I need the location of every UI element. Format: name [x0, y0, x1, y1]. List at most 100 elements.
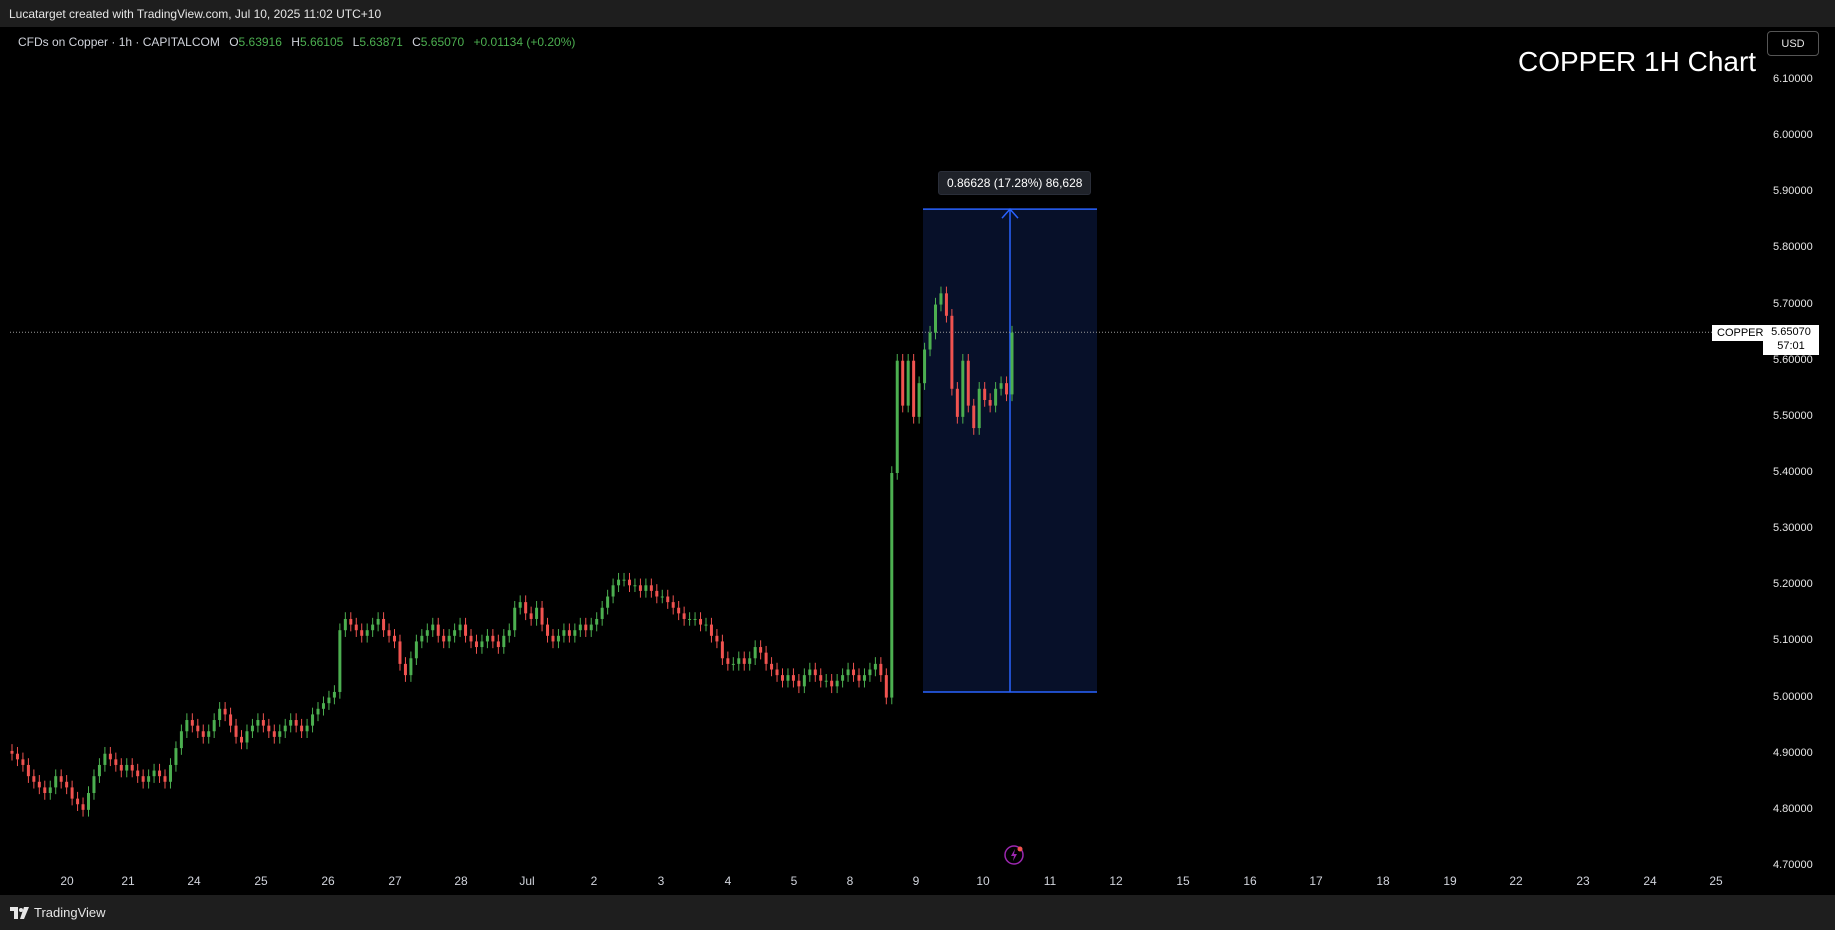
candle-body: [97, 764, 101, 777]
candle-body: [556, 635, 560, 642]
candle-body: [895, 360, 899, 473]
time-axis-label: 3: [657, 874, 665, 888]
candle-body: [48, 787, 52, 794]
candle-body: [666, 596, 670, 603]
currency-button[interactable]: USD: [1767, 31, 1819, 56]
candle-body: [250, 725, 254, 732]
candle-body: [835, 680, 839, 687]
candle-body: [502, 635, 506, 648]
candle-body: [469, 635, 473, 642]
candle-body: [114, 759, 118, 765]
candle-body: [272, 731, 276, 737]
candle-body: [376, 618, 380, 625]
candle-body: [617, 579, 621, 586]
candle-body: [573, 630, 577, 636]
candle-body: [289, 720, 293, 726]
lightning-alert-icon: [1004, 845, 1024, 865]
time-axis-label: 2: [590, 874, 598, 888]
candle-body: [622, 579, 626, 581]
price-axis-label: 6.10000: [1773, 73, 1813, 85]
candle-body: [972, 405, 976, 429]
candle-body: [54, 776, 58, 788]
candle-body: [414, 641, 418, 659]
candle-body: [644, 585, 648, 591]
time-axis-label: Jul: [519, 874, 535, 888]
time-axis-label: 15: [1176, 874, 1190, 888]
candle-body: [480, 641, 484, 648]
candle-body: [343, 618, 347, 631]
candle-body: [81, 804, 85, 810]
change-value: +0.01134 (+0.20%): [473, 35, 576, 49]
candle-body: [578, 624, 582, 631]
price-axis-label: 5.70000: [1773, 297, 1813, 310]
candle-body: [819, 675, 823, 681]
candle-body: [496, 641, 500, 648]
low-value: 5.63871: [359, 35, 403, 49]
candle-body: [852, 669, 856, 676]
candle-body: [606, 596, 610, 608]
candle-body: [327, 697, 331, 704]
candle-body: [649, 585, 653, 591]
candle-body: [709, 624, 713, 636]
close-value: 5.65070: [420, 35, 465, 49]
candle-body: [474, 641, 478, 648]
candle-body: [10, 750, 14, 754]
candle-body: [371, 624, 375, 631]
candle-body: [32, 776, 36, 782]
candle-body: [458, 624, 462, 631]
candle-body: [862, 675, 866, 681]
tradingview-brand[interactable]: TradingView: [10, 905, 106, 920]
candle-body: [311, 714, 315, 726]
last-price-value: 5.65070: [1771, 326, 1811, 338]
price-axis-label: 4.80000: [1773, 802, 1813, 815]
candle-body: [26, 764, 30, 777]
candle-body: [190, 720, 194, 726]
candle-body: [229, 714, 233, 726]
price-axis-label: 5.00000: [1773, 690, 1813, 703]
candle-body: [360, 630, 364, 636]
candle-body: [912, 360, 916, 417]
chart-title-text[interactable]: COPPER 1H Chart: [1518, 46, 1757, 77]
candle-body: [108, 753, 112, 760]
alert-button[interactable]: [1003, 844, 1025, 866]
candle-body: [977, 388, 981, 429]
price-axis-label: 5.50000: [1773, 409, 1813, 422]
price-axis-label: 5.40000: [1773, 466, 1813, 478]
measure-arrow-head: [1001, 208, 1019, 219]
candle-body: [43, 787, 47, 794]
candle-body: [201, 731, 205, 737]
candle-body: [425, 630, 429, 636]
candle-body: [436, 624, 440, 636]
candle-body: [731, 663, 735, 665]
candle-body: [196, 725, 200, 732]
price-range-measure[interactable]: [923, 208, 1097, 693]
time-axis-label: 10: [976, 874, 990, 888]
candle-body: [59, 776, 63, 782]
candle-body: [513, 607, 517, 631]
price-axis-label: 5.90000: [1773, 185, 1813, 198]
candle-body: [901, 360, 905, 406]
chart-pane[interactable]: [10, 27, 1825, 895]
candle-body: [890, 473, 894, 698]
candle-body: [857, 675, 861, 681]
last-price-tag: 5.65070 57:01: [1763, 325, 1819, 355]
close-label: C: [412, 35, 421, 49]
candle-body: [546, 624, 550, 636]
candle-body: [103, 753, 107, 765]
candle-body: [944, 293, 948, 316]
candle-body: [147, 776, 151, 782]
candle-body: [15, 753, 19, 760]
tradingview-logo-icon: [10, 906, 29, 919]
candle-body: [267, 725, 271, 732]
candle-body: [759, 647, 763, 653]
candle-body: [966, 360, 970, 406]
measure-label: 0.86628 (17.28%) 86,628: [938, 171, 1092, 195]
candle-body: [688, 618, 692, 620]
candle-body: [409, 658, 413, 676]
candle-body: [125, 764, 129, 771]
candle-body: [633, 585, 637, 587]
symbol-description[interactable]: CFDs on Copper · 1h · CAPITALCOM: [18, 35, 220, 49]
candle-body: [748, 658, 752, 664]
open-label: O: [229, 35, 239, 49]
